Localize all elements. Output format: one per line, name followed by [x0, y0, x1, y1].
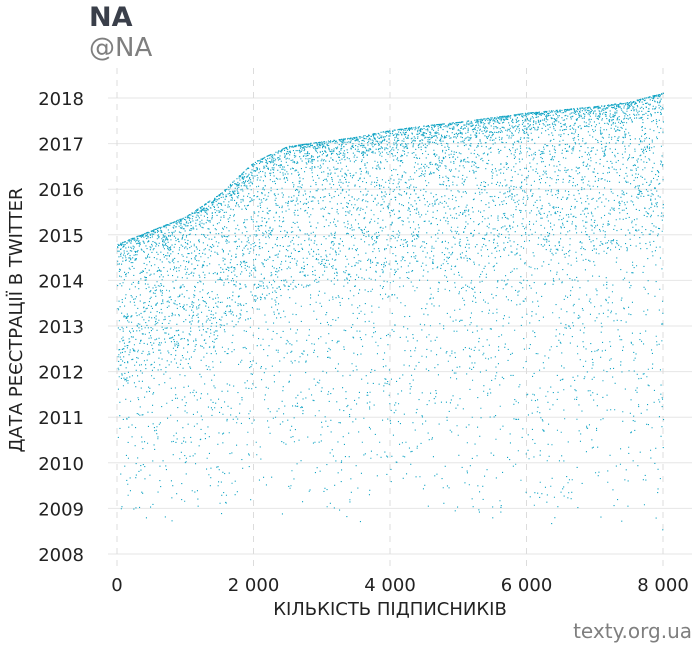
y-tick-label: 2014	[38, 271, 84, 292]
y-tick-label: 2015	[38, 226, 84, 247]
x-tick-label: 4 000	[364, 575, 416, 596]
grid-layer	[108, 68, 692, 572]
y-tick-label: 2017	[38, 135, 84, 156]
chart-title: NA	[89, 2, 133, 33]
x-tick-label: 2 000	[228, 575, 280, 596]
y-tick-label: 2012	[38, 363, 84, 384]
source-credit: texty.org.ua	[573, 619, 692, 643]
points-layer	[117, 92, 665, 531]
y-tick-label: 2011	[38, 408, 84, 429]
x-tick-labels: 0 2 000 4 000 6 000 8 000	[111, 575, 688, 596]
x-tick-label: 6 000	[501, 575, 553, 596]
scatter-points	[117, 92, 665, 531]
y-tick-label: 2009	[38, 499, 84, 520]
x-axis-title: КІЛЬКІСТЬ ПІДПИСНИКІВ	[273, 599, 507, 620]
chart-subtitle: @NA	[89, 33, 153, 63]
y-tick-label: 2008	[38, 545, 84, 566]
y-tick-label: 2018	[38, 89, 84, 110]
x-tick-label: 0	[111, 575, 122, 596]
y-tick-label: 2016	[38, 180, 84, 201]
y-tick-label: 2013	[38, 317, 84, 338]
x-tick-label: 8 000	[637, 575, 689, 596]
y-axis-title: ДАТА РЕЄСТРАЦІЇ В TWITTER	[6, 188, 27, 453]
y-tick-label: 2010	[38, 454, 84, 475]
y-tick-labels: 2008 2009 2010 2011 2012 2013 2014 2015 2016 2017…	[38, 89, 84, 566]
